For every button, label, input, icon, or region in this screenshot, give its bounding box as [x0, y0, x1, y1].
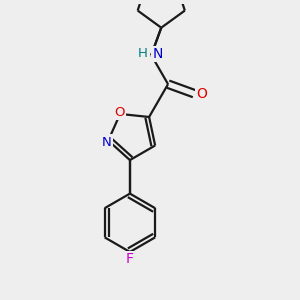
Text: N: N — [152, 46, 163, 61]
Text: F: F — [126, 252, 134, 266]
Text: O: O — [196, 87, 207, 100]
Text: O: O — [114, 106, 125, 119]
Text: N: N — [102, 136, 112, 148]
Text: H: H — [138, 47, 148, 60]
